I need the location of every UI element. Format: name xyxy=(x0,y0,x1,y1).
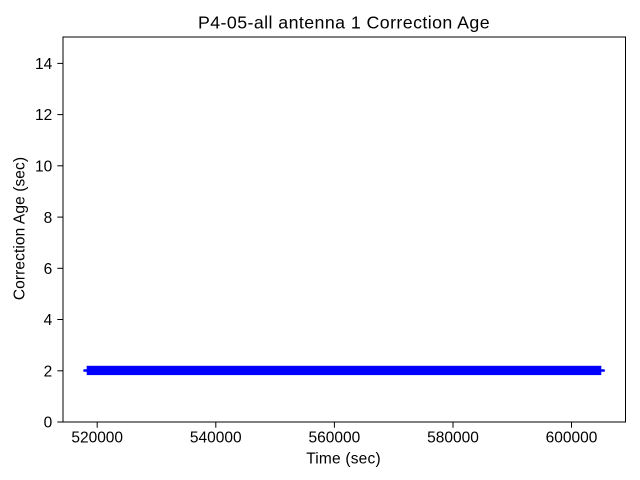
svg-text:2: 2 xyxy=(44,363,53,380)
svg-text:520000: 520000 xyxy=(71,430,123,447)
svg-text:6: 6 xyxy=(44,261,53,278)
svg-text:10: 10 xyxy=(35,159,53,176)
svg-text:Correction Age (sec): Correction Age (sec) xyxy=(11,157,28,300)
svg-text:8: 8 xyxy=(44,210,53,227)
svg-text:4: 4 xyxy=(44,312,53,329)
svg-text:540000: 540000 xyxy=(190,430,242,447)
svg-text:600000: 600000 xyxy=(546,430,598,447)
svg-text:Time (sec): Time (sec) xyxy=(306,450,381,467)
svg-text:14: 14 xyxy=(35,56,53,73)
svg-text:0: 0 xyxy=(44,415,53,432)
svg-text:580000: 580000 xyxy=(427,430,479,447)
svg-text:560000: 560000 xyxy=(309,430,361,447)
svg-text:P4-05-all antenna 1 Correction: P4-05-all antenna 1 Correction Age xyxy=(198,13,490,33)
svg-text:12: 12 xyxy=(35,107,52,124)
